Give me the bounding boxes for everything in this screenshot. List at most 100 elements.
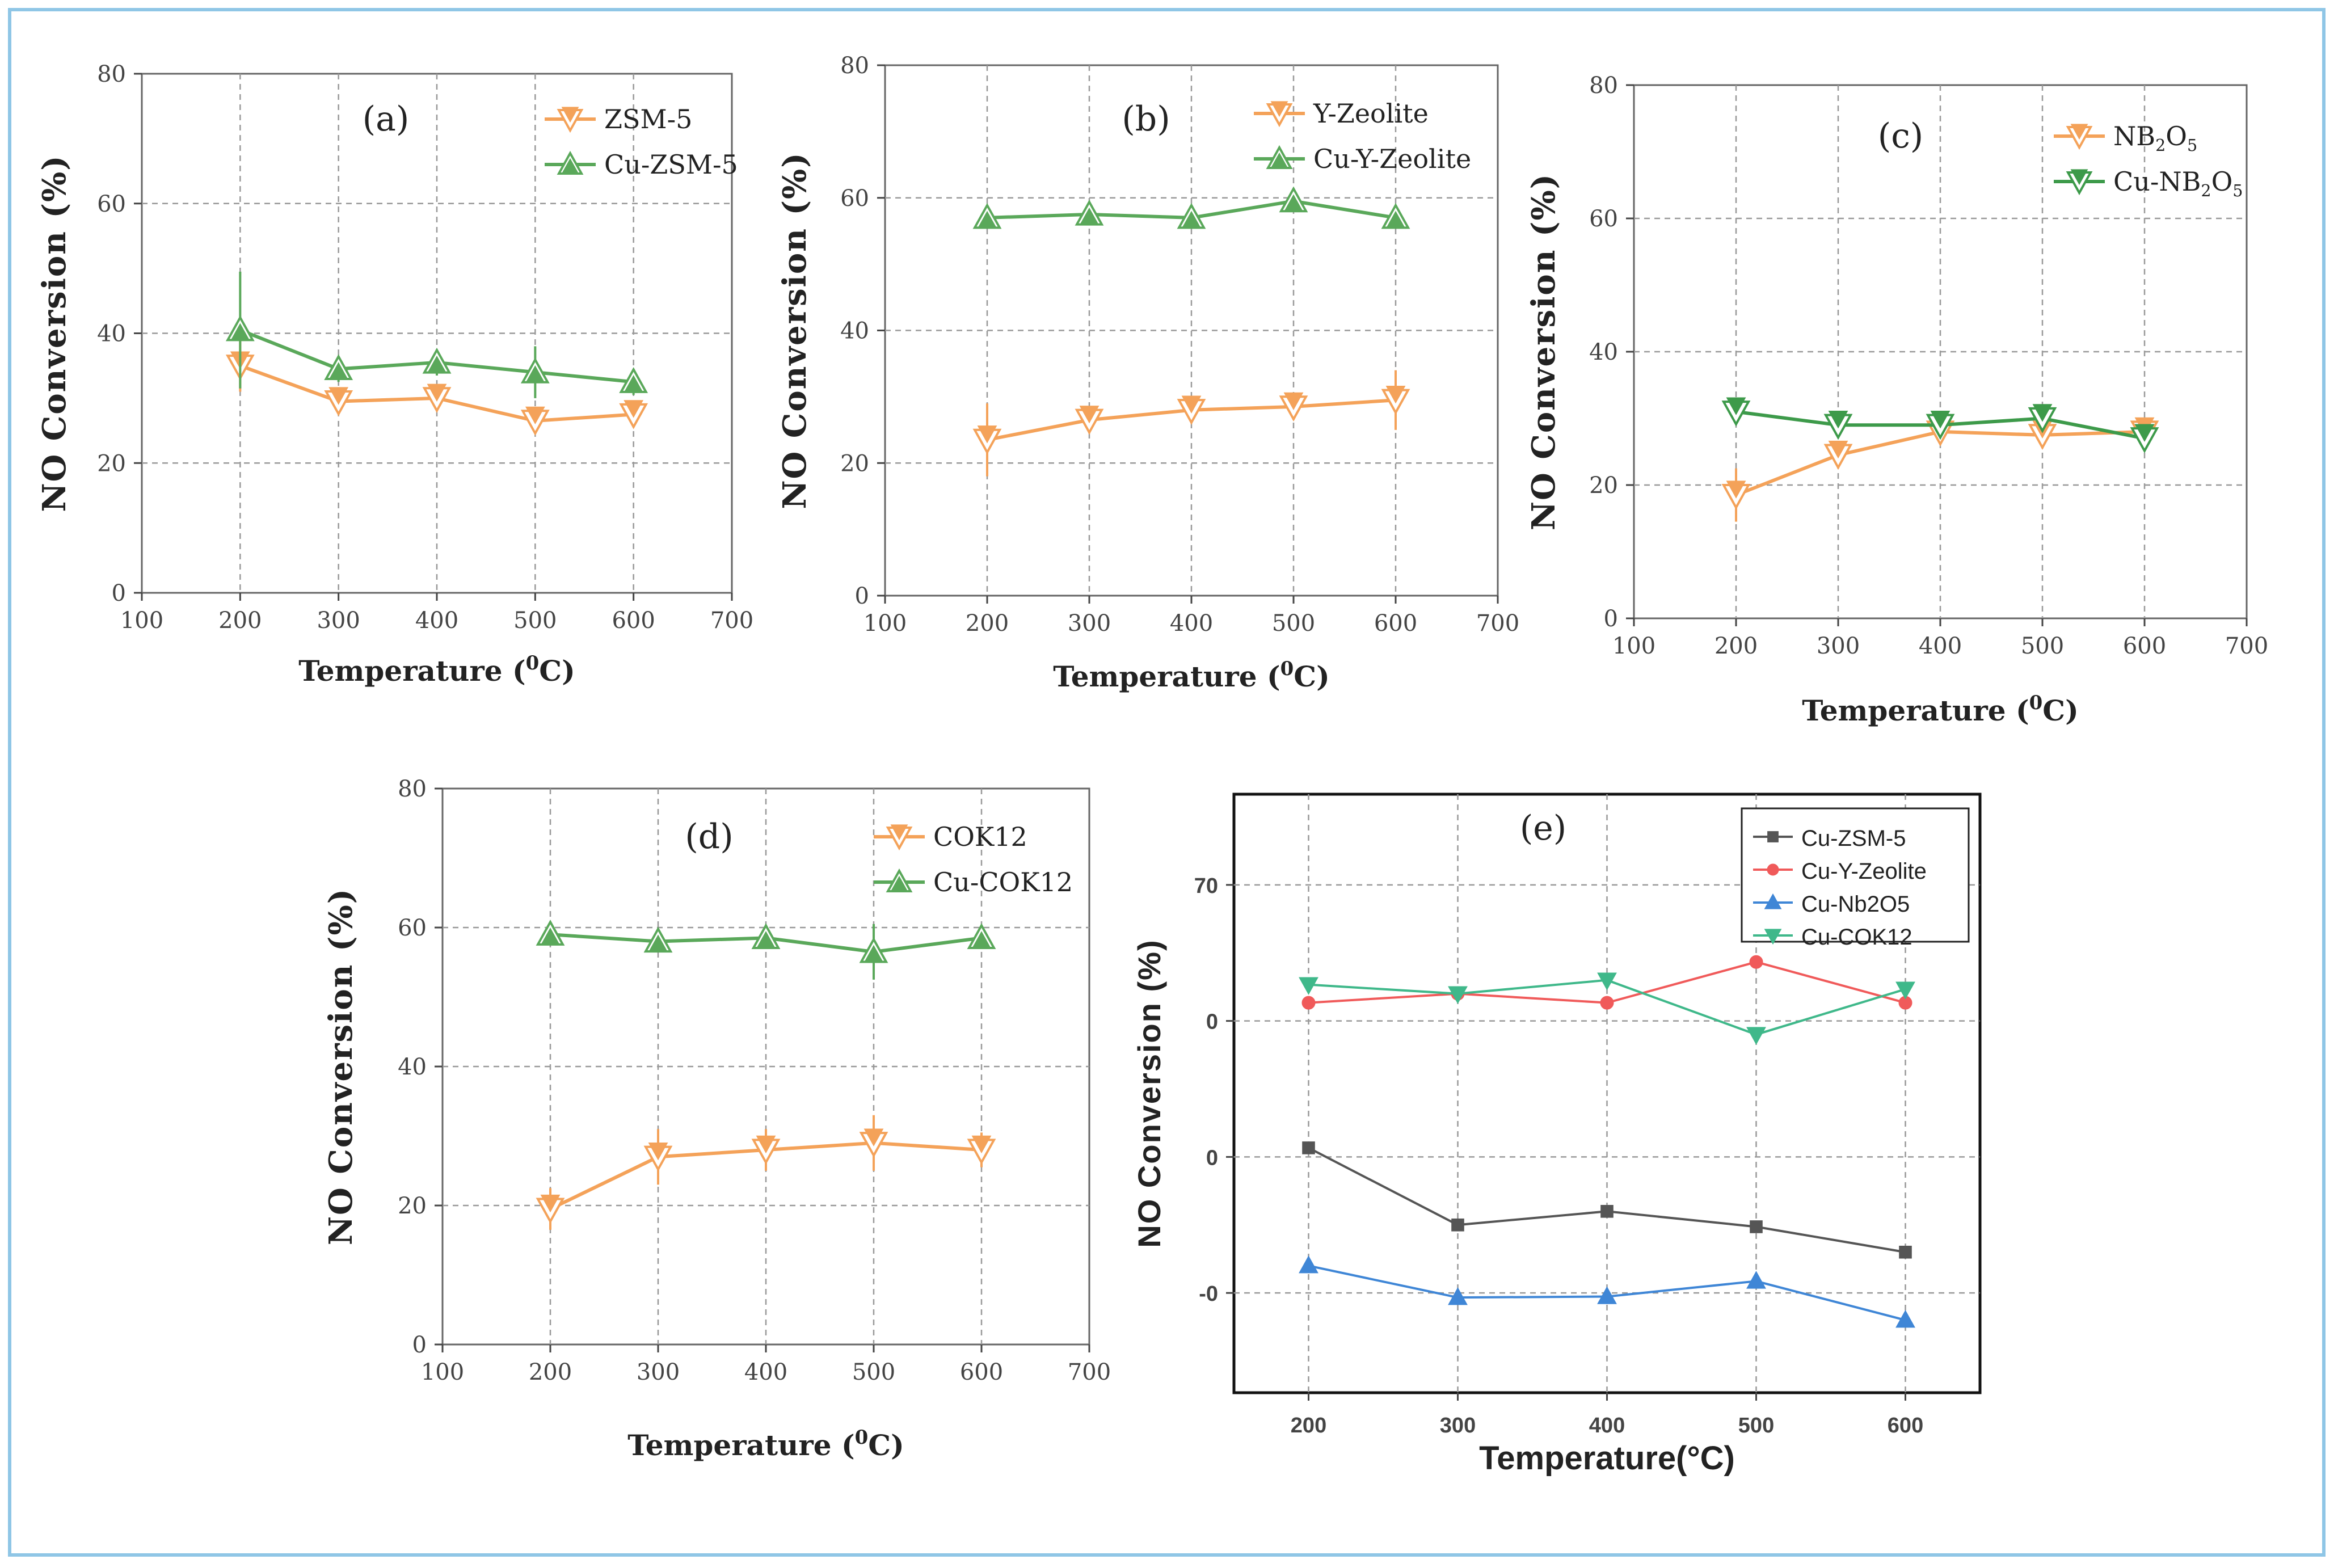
data-point-core <box>863 945 884 963</box>
x-tick-label: 300 <box>637 1359 680 1385</box>
y-axis-label: NO Conversion (%) <box>322 888 360 1245</box>
data-point-core <box>1079 406 1100 424</box>
data-point-core <box>525 365 545 383</box>
data-point-core <box>1726 480 1746 499</box>
series-Cu-COK12 <box>1299 972 1915 1045</box>
y-tick-label: 80 <box>840 53 869 79</box>
data-point-core <box>648 1143 668 1161</box>
data-point-core <box>1930 411 1951 429</box>
x-tick-label: 500 <box>1738 1414 1774 1438</box>
data-point <box>1600 1205 1614 1218</box>
legend: COK12 Cu-COK12 <box>874 821 1073 897</box>
y-axis-label: NO Conversion (%) <box>36 154 73 512</box>
x-tick-label: 600 <box>1888 1414 1923 1438</box>
x-tick-label: 200 <box>1714 633 1758 659</box>
legend-label: NB2O5 <box>2113 121 2197 155</box>
legend-label: Y-Zeolite <box>1313 98 1429 129</box>
y-tick-label: 40 <box>398 1054 427 1080</box>
x-axis-label: Temperature (0C) <box>627 1426 904 1462</box>
panel-label: (c) <box>1878 116 1923 156</box>
legend-swatch-marker-core <box>890 824 908 841</box>
data-point-core <box>1385 386 1406 404</box>
y-tick-label: 40 <box>840 318 869 344</box>
legend-swatch-marker-core <box>561 107 579 123</box>
legend-label-part: O <box>2166 121 2187 151</box>
y-tick-label: 0 <box>112 580 126 606</box>
chart-d: 100 200 300 400 500 600 700 0 20 40 60 80 Temperatur… <box>322 776 1111 1462</box>
chart-a: 100 200 300 400 500 600 700 0 20 40 60 80 Temperatur… <box>36 61 753 688</box>
series-Cu-ZSM-5 <box>1302 1141 1912 1259</box>
data-point-core <box>971 1135 992 1154</box>
data-point <box>1746 1027 1766 1045</box>
data-point-core <box>977 425 997 444</box>
data-point-core <box>540 928 561 946</box>
data-point-core <box>1181 210 1202 229</box>
data-point-core <box>427 355 447 374</box>
x-axis-label-part: Temperature ( <box>1053 660 1280 693</box>
legend-swatch-marker-core <box>890 875 908 892</box>
legend: ZSM-5 Cu-ZSM-5 <box>545 104 738 180</box>
x-tick-label: 200 <box>218 608 262 634</box>
x-axis-label-sup: 0 <box>526 652 540 675</box>
x-axis-label: Temperature (0C) <box>298 652 575 688</box>
x-tick-label: 500 <box>2021 633 2064 659</box>
data-point <box>1895 981 1915 1000</box>
x-axis-label-part: C) <box>868 1428 904 1462</box>
x-tick-label: 700 <box>710 608 753 634</box>
x-tick-label: 400 <box>1589 1414 1625 1438</box>
legend-swatch-marker <box>1764 929 1782 945</box>
data-point <box>1746 1271 1766 1289</box>
x-axis-label-part: Temperature ( <box>627 1428 854 1462</box>
data-point-core <box>427 383 447 402</box>
y-tick-label: 0 <box>1206 1146 1218 1170</box>
data-point-core <box>624 400 644 418</box>
data-point-core <box>328 387 349 405</box>
x-axis-label-part: C) <box>1294 660 1329 693</box>
x-tick-label: 300 <box>1068 610 1111 637</box>
x-tick-label: 700 <box>1068 1359 1111 1385</box>
data-point <box>1448 1287 1468 1305</box>
legend-label: Cu-Y-Zeolite <box>1801 859 1927 884</box>
legend-label: Cu-Y-Zeolite <box>1313 144 1471 174</box>
legend-swatch-marker-core <box>1270 152 1288 168</box>
series-Cu-COK12 <box>536 920 996 980</box>
legend-label-part: 2 <box>2201 182 2211 200</box>
x-tick-label: 400 <box>1919 633 1962 659</box>
legend-swatch-marker-core <box>2070 124 2088 140</box>
panel-label: (e) <box>1520 808 1566 848</box>
data-point-core <box>1726 397 1746 415</box>
y-tick-label: 0 <box>1604 606 1618 632</box>
data-point-core <box>2134 424 2155 442</box>
x-axis-label-part: C) <box>539 654 575 688</box>
data-point-core <box>525 406 545 425</box>
data-point-core <box>1283 194 1304 212</box>
y-tick-label: 60 <box>1589 206 1618 232</box>
data-point-core <box>1079 207 1100 226</box>
series-COK12 <box>536 1115 996 1230</box>
data-point-core <box>1181 395 1202 414</box>
x-tick-label: 700 <box>2225 633 2268 659</box>
y-tick-label: 20 <box>1589 473 1618 499</box>
data-point-core <box>1828 440 1848 459</box>
y-tick-label: 0 <box>1206 1010 1218 1034</box>
legend-swatch-marker-core <box>561 158 579 174</box>
data-point-core <box>863 1128 884 1147</box>
legend-swatch-marker-core <box>1270 101 1288 117</box>
x-axis-label: Temperature (0C) <box>1802 692 2079 727</box>
data-point-core <box>756 931 776 949</box>
legend-label: Cu-NB2O5 <box>2113 166 2243 200</box>
series-Cu-Nb2O5 <box>1299 1255 1915 1328</box>
figure-canvas: 100 200 300 400 500 600 700020406080Temperatur… <box>36 53 2268 1477</box>
y-tick-label: 20 <box>97 450 126 477</box>
y-tick-label: 40 <box>1589 339 1618 365</box>
series-Cu-ZSM-5 <box>225 271 648 398</box>
data-point-core <box>648 934 668 952</box>
data-point-core <box>328 362 349 380</box>
data-point <box>1448 986 1468 1004</box>
x-tick-label: 400 <box>415 608 458 634</box>
y-tick-label: 0 <box>412 1332 427 1358</box>
legend-label-part: 2 <box>2155 136 2166 155</box>
x-tick-label: 700 <box>1476 610 1519 637</box>
data-point <box>1301 996 1316 1010</box>
x-tick-label: 200 <box>966 610 1009 637</box>
